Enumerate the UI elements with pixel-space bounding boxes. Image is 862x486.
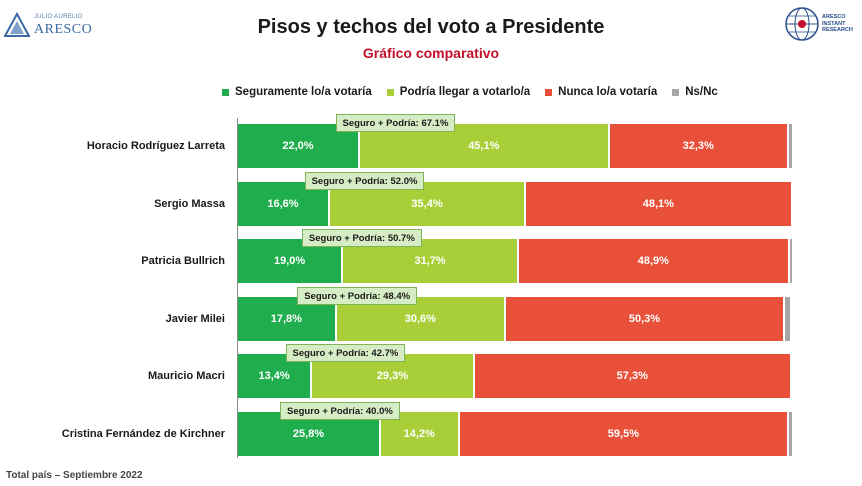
data-label: 17,8% bbox=[270, 312, 302, 325]
bar-segment-nsnc bbox=[788, 124, 792, 168]
aresco-logo: JULIO AURELIO ARESCO bbox=[4, 8, 94, 42]
legend-label: Seguramente lo/a votaría bbox=[235, 86, 372, 98]
data-label: 48,9% bbox=[637, 255, 669, 268]
data-label: 14,2% bbox=[403, 428, 435, 440]
category-label: Patricia Bullrich bbox=[141, 255, 225, 268]
logo-right-line: INSTANT bbox=[822, 20, 846, 27]
data-label: 16,6% bbox=[267, 197, 299, 210]
data-label: 13,4% bbox=[258, 370, 290, 383]
data-label: 35,4% bbox=[411, 197, 443, 210]
triangle-logo-icon bbox=[4, 12, 30, 37]
callout-seguro-podria: Seguro + Podría: 40.0% bbox=[279, 402, 400, 420]
legend-swatch-seguro bbox=[222, 88, 229, 96]
bar-segment-nunca: 57,3% bbox=[474, 354, 790, 399]
bar-segment-nunca: 48,1% bbox=[526, 181, 791, 226]
legend-label: Ns/Nc bbox=[685, 86, 718, 98]
chart-subtitle: Gráfico comparativo bbox=[362, 45, 500, 61]
bar-segment-nunca: 48,9% bbox=[518, 239, 788, 284]
legend-item: Seguramente lo/a votaría bbox=[222, 86, 372, 98]
logo-right-text: ARESCO INSTANT RESEARCH bbox=[822, 14, 853, 34]
data-label: 22,0% bbox=[282, 140, 314, 152]
callout-seguro-podria: Seguro + Podría: 48.4% bbox=[297, 286, 418, 305]
category-label: Sergio Massa bbox=[154, 197, 225, 210]
chart-title: Pisos y techos del voto a Presidente bbox=[257, 16, 605, 38]
bar-segment-nsnc bbox=[789, 412, 792, 456]
globe-logo-icon bbox=[785, 7, 819, 41]
data-label: 50,3% bbox=[628, 312, 661, 325]
category-label: Cristina Fernández de Kirchner bbox=[61, 428, 225, 440]
logo-right-line: ARESCO bbox=[822, 14, 846, 20]
aresco-instant-research-logo: ARESCO INSTANT RESEARCH bbox=[784, 6, 860, 46]
category-label: Javier Milei bbox=[165, 312, 225, 325]
category-label: Horacio Rodríguez Larreta bbox=[86, 140, 225, 152]
y-axis-line bbox=[237, 118, 238, 458]
legend-item: Podría llegar a votarlo/a bbox=[386, 86, 531, 98]
bar-segment-nunca: 50,3% bbox=[506, 296, 783, 341]
data-label: 57,3% bbox=[616, 370, 648, 383]
footnote: Total país – Septiembre 2022 bbox=[6, 470, 143, 481]
legend-swatch-nunca bbox=[545, 88, 553, 96]
callout-seguro-podria: Seguro + Podría: 52.0% bbox=[304, 171, 425, 190]
legend-swatch-nsnc bbox=[672, 88, 680, 96]
bar-segment-nsnc bbox=[789, 239, 792, 284]
bar-segment-nunca: 32,3% bbox=[609, 124, 787, 168]
data-label: 45,1% bbox=[468, 140, 500, 152]
data-label: 48,1% bbox=[642, 197, 674, 210]
data-label: 32,3% bbox=[682, 140, 714, 152]
legend: Seguramente lo/a votaría Podría llegar a… bbox=[222, 84, 733, 100]
bar-segment-nunca: 59,5% bbox=[459, 412, 788, 456]
data-label: 31,7% bbox=[414, 255, 446, 268]
logo-right-line: RESEARCH bbox=[822, 27, 853, 33]
legend-swatch-podria bbox=[386, 88, 394, 96]
callout-seguro-podria: Seguro + Podría: 67.1% bbox=[335, 114, 456, 132]
legend-item: Nunca lo/a votaría bbox=[545, 86, 657, 98]
data-label: 59,5% bbox=[607, 428, 639, 440]
data-label: 29,3% bbox=[376, 370, 408, 383]
callout-seguro-podria: Seguro + Podría: 42.7% bbox=[285, 344, 406, 363]
category-label: Mauricio Macri bbox=[147, 370, 225, 383]
bar-segment-nsnc bbox=[784, 296, 790, 341]
legend-label: Nunca lo/a votaría bbox=[558, 86, 658, 98]
logo-big-text: ARESCO bbox=[34, 22, 93, 37]
legend-label: Podría llegar a votarlo/a bbox=[399, 86, 531, 98]
data-label: 30,6% bbox=[404, 312, 436, 325]
legend-item: Ns/Nc bbox=[672, 86, 718, 98]
logo-small-text: JULIO AURELIO bbox=[34, 14, 83, 20]
data-label: 25,8% bbox=[292, 428, 325, 440]
callout-seguro-podria: Seguro + Podría: 50.7% bbox=[301, 229, 422, 248]
data-label: 19,0% bbox=[274, 255, 306, 268]
